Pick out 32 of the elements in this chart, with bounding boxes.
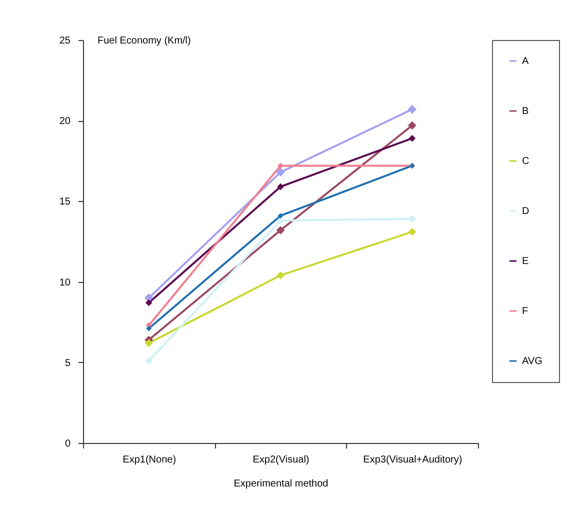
y-tick-label: 25 <box>59 36 71 46</box>
legend-label: C <box>522 156 530 167</box>
x-tick-label: Exp2(Visual) <box>252 454 310 466</box>
point <box>408 134 416 142</box>
point <box>144 339 153 348</box>
y-tick-label: 5 <box>64 358 71 369</box>
point <box>145 357 153 364</box>
y-tick-label: 15 <box>59 196 71 208</box>
point <box>276 168 285 177</box>
point <box>145 299 152 306</box>
point <box>277 183 284 190</box>
point <box>408 228 416 236</box>
y-tick-label: 10 <box>59 277 71 288</box>
legend-label: D <box>522 206 530 217</box>
x-tick-label: Exp3(Visual+Auditory) <box>363 454 462 466</box>
x-tick-label: Exp1(None) <box>122 454 176 466</box>
legend-label: A <box>522 56 529 67</box>
point <box>276 271 284 280</box>
y-axis-title: Fuel Economy (Km/l) <box>98 36 191 46</box>
legend-label: B <box>522 106 529 117</box>
point <box>408 121 416 130</box>
y-tick-label: 0 <box>64 438 71 450</box>
point <box>276 226 285 234</box>
legend-label: AVG <box>522 356 543 367</box>
point <box>277 162 284 169</box>
legend-label: E <box>522 256 529 267</box>
point <box>146 326 152 332</box>
x-axis-title: Experimental method <box>234 478 328 490</box>
y-tick-label: 20 <box>59 116 71 128</box>
legend-label: F <box>522 306 528 317</box>
point <box>408 104 417 114</box>
point <box>278 212 284 218</box>
